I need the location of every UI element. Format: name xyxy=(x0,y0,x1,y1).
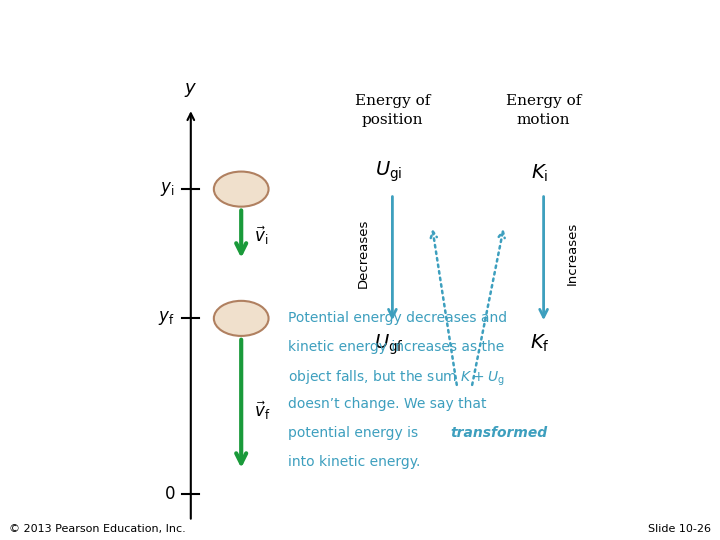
Text: kinetic energy increases as the: kinetic energy increases as the xyxy=(288,340,504,354)
Text: $\vec{v}_{\rm i}$: $\vec{v}_{\rm i}$ xyxy=(254,224,269,247)
Text: $U_{\rm gi}$: $U_{\rm gi}$ xyxy=(375,160,402,185)
Text: Increases: Increases xyxy=(566,222,579,285)
Text: $K_{\rm i}$: $K_{\rm i}$ xyxy=(531,163,549,185)
Text: Slide 10-26: Slide 10-26 xyxy=(649,523,711,534)
Text: © 2013 Pearson Education, Inc.: © 2013 Pearson Education, Inc. xyxy=(9,523,185,534)
Text: Energy of: Energy of xyxy=(355,94,430,109)
Circle shape xyxy=(214,301,269,336)
Text: $0$: $0$ xyxy=(163,485,175,503)
Text: $\vec{v}_{\rm f}$: $\vec{v}_{\rm f}$ xyxy=(254,400,271,422)
Text: potential energy is: potential energy is xyxy=(288,426,423,440)
Text: $y_{\rm f}$: $y_{\rm f}$ xyxy=(158,309,175,327)
Text: into kinetic energy.: into kinetic energy. xyxy=(288,455,420,469)
Text: Energy of: Energy of xyxy=(506,94,581,109)
Text: Decreases: Decreases xyxy=(357,219,370,288)
Text: $y_{\rm i}$: $y_{\rm i}$ xyxy=(161,180,175,198)
Text: doesn’t change. We say that: doesn’t change. We say that xyxy=(288,397,487,411)
Text: motion: motion xyxy=(517,113,570,127)
Text: Kinetic Energy and Gravitational Potential Energy: Kinetic Energy and Gravitational Potenti… xyxy=(12,26,653,49)
Text: Potential energy decreases and: Potential energy decreases and xyxy=(288,312,507,326)
Text: $U_{\rm gf}$: $U_{\rm gf}$ xyxy=(374,332,404,357)
Text: object falls, but the sum $K + U_{\rm g}$: object falls, but the sum $K + U_{\rm g}… xyxy=(288,369,505,388)
Circle shape xyxy=(214,172,269,207)
Text: position: position xyxy=(361,113,423,127)
Text: transformed: transformed xyxy=(450,426,547,440)
Text: $y$: $y$ xyxy=(184,81,197,99)
Text: $K_{\rm f}$: $K_{\rm f}$ xyxy=(530,332,550,354)
